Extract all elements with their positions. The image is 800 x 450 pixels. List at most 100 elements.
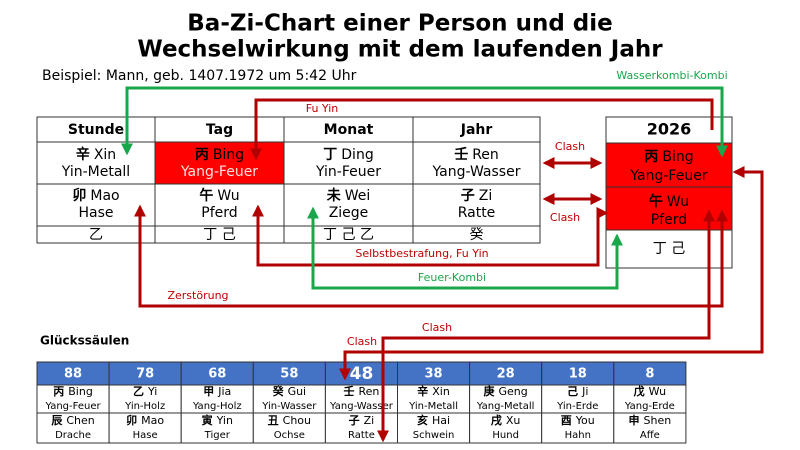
annotation: Feuer-Kombi [418,271,486,284]
char: 乙 [133,385,144,398]
name: Geng [499,385,528,398]
label: Hahn [565,430,591,441]
label: Yang-Wasser [329,401,394,412]
label: 酉 You [561,414,595,427]
name: Zi [479,188,492,204]
label: 壬 Ren [454,146,499,163]
label: 58 [280,367,298,382]
label: Hund [492,430,519,441]
label: Ziege [329,205,369,221]
annotation: Clash [422,321,452,334]
label: 申 Shen [628,413,671,427]
label: Yin-Metall [408,401,458,412]
char: 寅 [202,413,213,427]
label: 辰 Chen [51,414,94,427]
label: 88 [64,367,82,382]
char: 戌 [491,413,502,427]
annotation: Selbstbestrafung, Fu Yin [355,247,488,260]
connector [377,209,715,443]
annotation: Clash [555,140,585,153]
label: 午 Wu [649,193,689,210]
label: 丙 Bing [195,147,244,163]
cell [180,384,254,414]
label: Yin-Metall [61,164,130,180]
name: Gui [288,385,307,398]
char: 丁 [323,147,337,163]
subtitle: Beispiel: Mann, geb. 1407.1972 um 5:42 U… [42,68,357,84]
label: 庚 Geng [484,384,528,398]
name: Ji [581,385,588,398]
label: 68 [208,367,226,382]
name: Ding [341,147,373,163]
char: 辛 [76,146,90,163]
name: Wu [649,385,666,398]
name: Jia [217,385,231,398]
name: You [575,414,595,427]
label: 卯 Mao [72,188,119,204]
label: 辛 Xin [417,384,450,398]
label: 78 [136,367,154,382]
label: 午 Wu [199,187,239,204]
char: 丙 [644,149,658,165]
cell [36,116,156,143]
name: Wu [217,188,239,204]
char: 辰 [51,414,63,427]
label: Yang-Erde [624,401,675,412]
label: 8 [645,367,654,382]
name: Hai [432,414,450,427]
label: Yang-Holz [192,401,242,412]
label: Yin-Erde [556,401,598,412]
label: 壬 Ren [344,384,380,398]
annotation: Fu Yin [306,102,339,115]
label: 癸 Gui [272,384,307,398]
name: Wei [345,188,371,204]
char: 壬 [454,146,468,163]
char: 子 [461,188,475,204]
char: 丙 [195,147,209,163]
label: 戊 Wu [633,384,666,398]
name: Bing [68,385,93,398]
label: Yang-Metall [476,401,535,412]
label: 丑 Chou [268,414,311,427]
title: Ba-Zi-Chart einer Person und die [187,11,612,37]
label: Affe [640,430,660,441]
char: 申 [628,413,639,427]
annotation: Wasserkombi-Kombi [616,69,727,82]
label: Ratte [348,430,375,441]
connector [250,98,714,161]
label: 未 Wei [327,187,371,204]
annotation: Clash [347,335,377,348]
label: 辛 Xin [76,146,116,163]
label: 己 Ji [567,385,588,398]
title: Wechselwirkung mit dem laufenden Jahr [137,37,663,63]
label: Yang-Feuer [629,168,707,184]
label: Yang-Feuer [44,401,101,412]
label: 寅 Yin [202,413,233,427]
label: Drache [55,430,91,441]
label: Yin-Wasser [261,401,317,412]
label: Jahr [460,122,493,138]
label: 亥 Hai [417,413,450,427]
name: Ren [472,147,499,163]
label: Hase [133,430,158,441]
label: 丙 Bing [53,385,93,398]
label: 乙 [89,227,103,243]
char: 壬 [344,384,355,398]
char: 戊 [633,384,645,398]
char: 未 [327,187,342,204]
name: Xin [432,385,450,398]
label: Monat [324,122,374,138]
cell [108,412,182,444]
char: 己 [567,385,578,398]
label: 48 [350,364,374,384]
label: 28 [497,367,515,382]
char: 辛 [417,384,428,398]
name: Mao [141,414,164,427]
label: 18 [569,367,587,382]
cell [283,116,414,143]
label: Stunde [68,122,124,138]
name: Zi [364,414,375,427]
label: Pferd [201,205,237,221]
label: 癸 [470,227,484,243]
connector [339,166,764,381]
